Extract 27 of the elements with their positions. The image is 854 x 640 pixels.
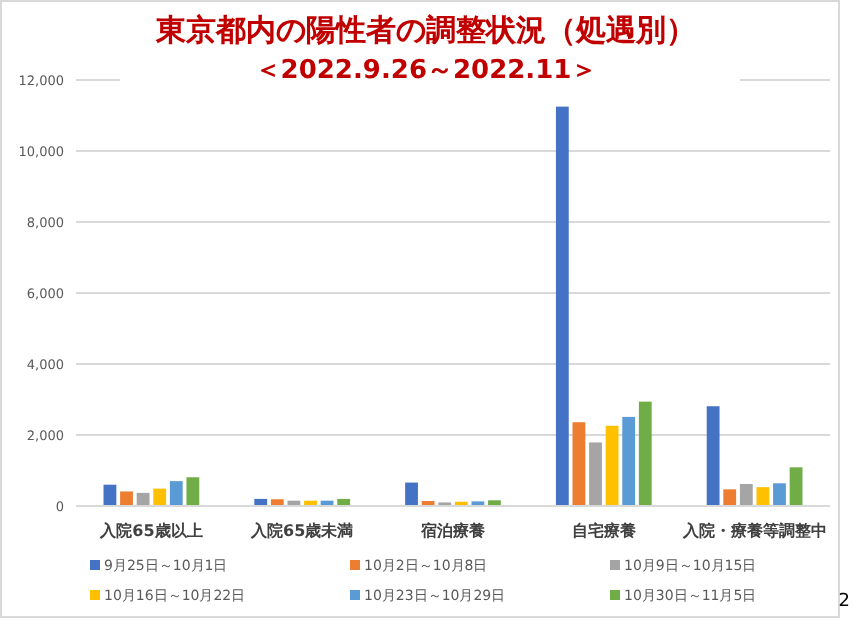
bar <box>706 406 720 506</box>
bar <box>589 442 602 506</box>
x-tick-label: 入院65歳以上 <box>98 522 203 540</box>
bar <box>186 477 200 506</box>
bar <box>270 499 284 506</box>
bar <box>622 416 636 506</box>
x-tick-label: 自宅療養 <box>571 520 638 540</box>
bar <box>638 401 652 506</box>
bar <box>723 489 737 506</box>
bar <box>572 422 586 506</box>
bar <box>169 481 183 506</box>
bar <box>773 483 786 506</box>
bar <box>120 491 133 506</box>
text: 2 <box>838 592 850 612</box>
x-tick-label: 入院65歳未満 <box>249 522 354 540</box>
bar <box>136 492 150 506</box>
chart-subtitle: ＜2022.9.26～2022.11＞ <box>254 56 598 86</box>
bar <box>789 467 803 506</box>
bar <box>405 482 418 506</box>
bar <box>756 487 770 506</box>
x-tick-label: 入院・療養等調整中 <box>680 520 827 540</box>
bar <box>739 483 753 506</box>
chart-title: 東京都内の陽性者の調整状況（処遇別） <box>154 12 696 48</box>
x-tick-label: 宿泊療養 <box>419 520 487 540</box>
bar <box>605 425 619 506</box>
bar <box>555 106 569 506</box>
bar <box>153 488 167 506</box>
